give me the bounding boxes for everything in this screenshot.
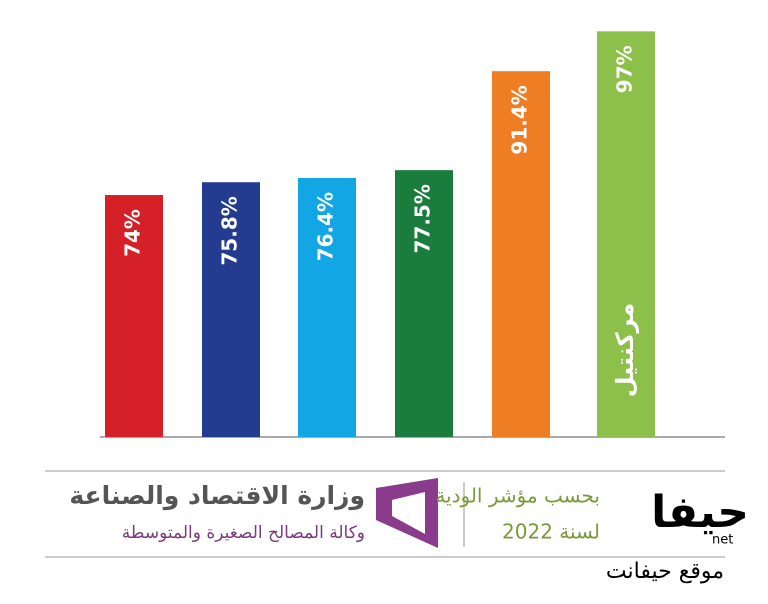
value-label: 97% <box>613 45 637 93</box>
bar <box>395 170 453 437</box>
value-label: 75.8% <box>218 196 242 265</box>
bar <box>202 182 260 437</box>
bar-logo: مركنتيل <box>611 303 639 398</box>
agency: وكالة المصالح الصغيرة والمتوسطة <box>122 523 365 543</box>
value-label: 74% <box>121 209 145 257</box>
index-note: بحسب مؤشر الودية <box>435 484 600 508</box>
ministry-logo <box>376 478 438 548</box>
watermark-brand: حيفا <box>651 487 749 538</box>
value-label: 77.5% <box>411 184 435 253</box>
bar <box>298 177 356 437</box>
value-label: 91.4% <box>508 85 532 154</box>
bar <box>105 195 163 437</box>
watermark-net: net <box>712 533 733 548</box>
ministry: وزارة الاقتصاد والصناعة <box>69 481 365 511</box>
bar <box>597 31 655 437</box>
watermark-site: موقع حيفانت <box>606 559 724 584</box>
bar <box>492 71 550 437</box>
year-note: لسنة 2022 <box>502 520 600 544</box>
value-label: 76.4% <box>314 192 338 261</box>
